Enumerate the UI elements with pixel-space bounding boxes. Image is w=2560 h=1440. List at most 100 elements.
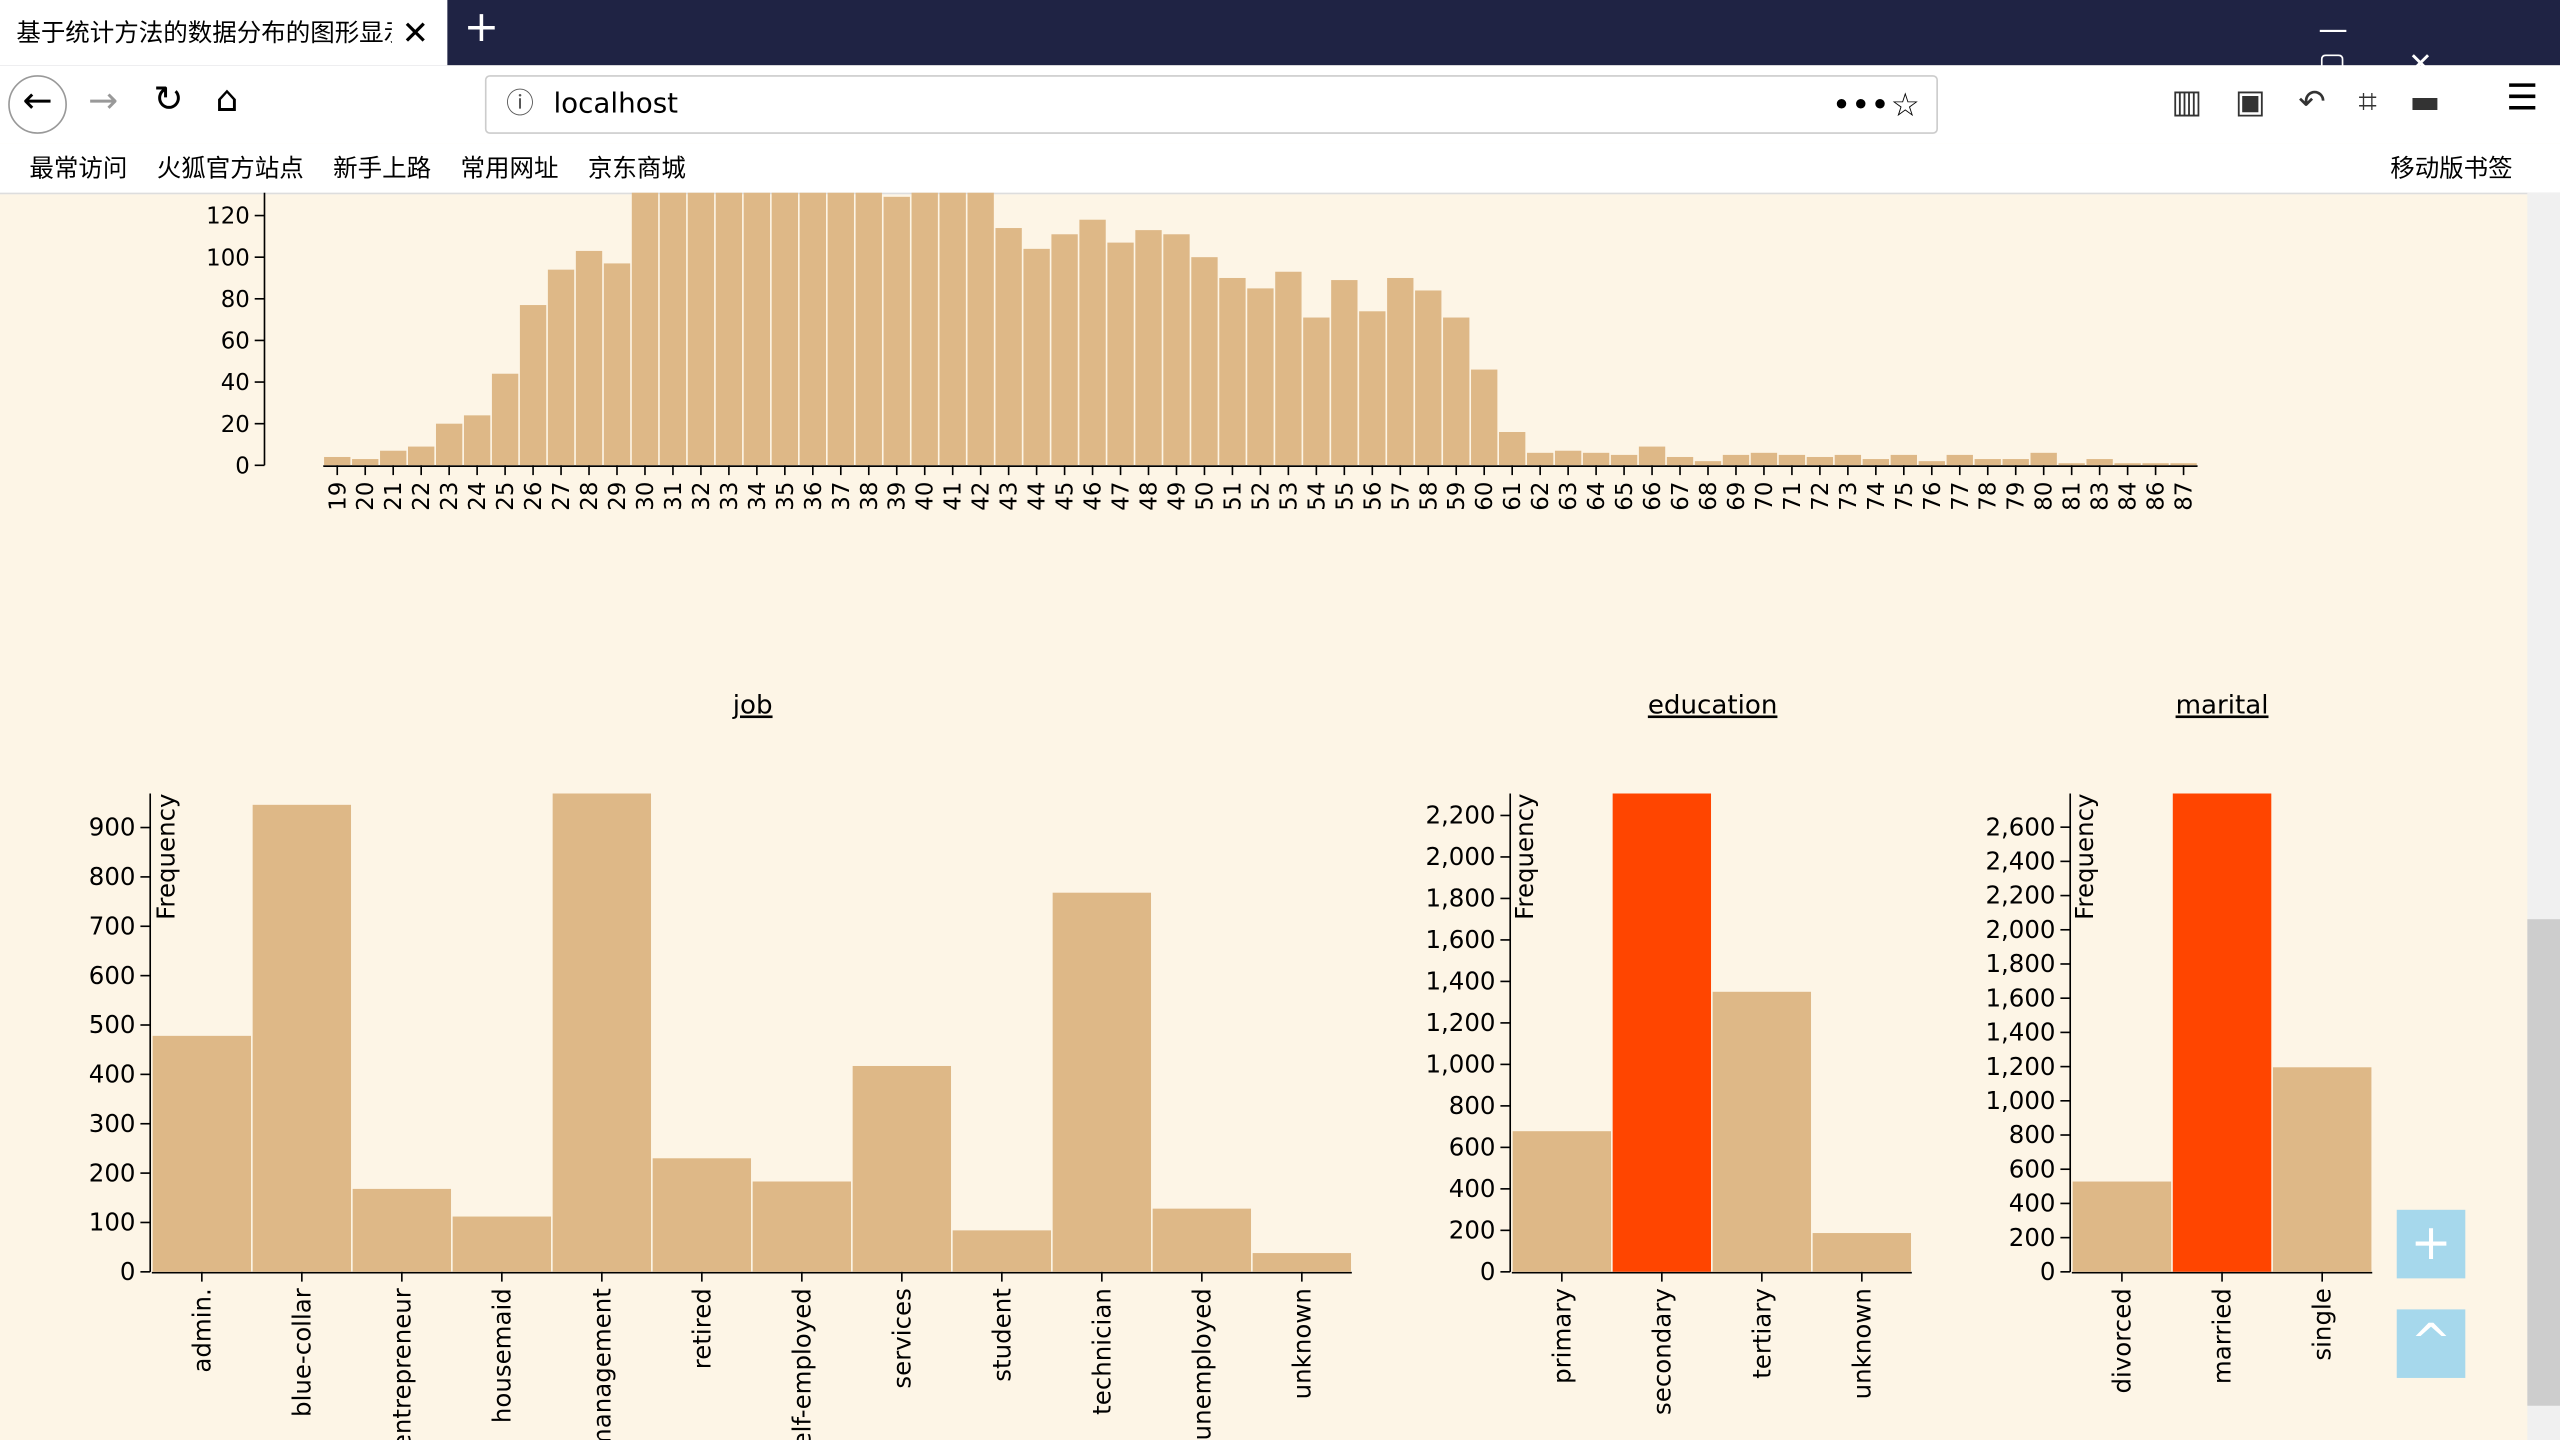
y-tick-label: 80	[221, 287, 250, 313]
bookmark[interactable]: 火狐官方站点	[156, 153, 304, 183]
bar-chart: education 0 200 400 600 800 1,000 1,200 1,400 1,6…	[1425, 690, 1912, 1415]
x-tick-label: 48	[1137, 482, 1163, 511]
y-axis-label: Frequency	[1510, 793, 1539, 919]
url-bar[interactable]: ⓘ localhost ••• ☆	[484, 75, 1938, 134]
x-tick-label: 36	[801, 482, 827, 511]
bar	[1612, 793, 1712, 1272]
y-tick-label: 600	[89, 961, 136, 990]
scroll-thumb[interactable]	[2527, 919, 2560, 1406]
bar	[939, 192, 966, 466]
y-tick-label: 120	[206, 204, 250, 230]
bar	[1331, 280, 1358, 466]
y-tick-label: 0	[2040, 1257, 2056, 1286]
menu-button[interactable]: ☰	[2506, 78, 2539, 120]
zoom-in-button[interactable]: +	[2396, 1209, 2466, 1279]
y-tick-label: 1,000	[1985, 1086, 2055, 1115]
x-tick-label: 50	[1192, 482, 1218, 511]
x-tick-label: 83	[2088, 482, 2114, 511]
x-tick-label: 19	[325, 482, 351, 511]
bar	[2058, 463, 2085, 466]
bar	[1219, 277, 1246, 466]
x-tick-label: unknown	[1287, 1288, 1316, 1399]
x-tick-label: 59	[1444, 482, 1470, 511]
back-button[interactable]: ←	[8, 75, 67, 134]
x-tick-label: 53	[1276, 482, 1302, 511]
x-tick-label: 69	[1724, 482, 1750, 511]
chart-title[interactable]: job	[732, 690, 773, 720]
toolbar-icons[interactable]: ▥▣↶⌗▬	[2171, 81, 2474, 121]
y-tick-label: 200	[1449, 1216, 1496, 1245]
y-axis-label: Frequency	[2070, 793, 2099, 919]
y-tick-label: 800	[1449, 1091, 1496, 1120]
home-button[interactable]: ⌂	[215, 80, 239, 121]
mobile-bookmarks[interactable]: 移动版书签	[2390, 153, 2513, 183]
bar	[1610, 454, 1638, 466]
bar	[952, 1230, 1052, 1272]
bar	[1387, 277, 1414, 466]
x-tick-label: secondary	[1647, 1288, 1676, 1415]
bar	[1834, 454, 1862, 466]
x-tick-label: 52	[1248, 482, 1274, 511]
bar	[631, 192, 659, 466]
y-tick-label: 600	[1449, 1133, 1496, 1162]
bar	[2172, 793, 2272, 1272]
x-tick-label: 57	[1388, 482, 1414, 511]
bar	[911, 192, 938, 466]
y-tick-label: 300	[89, 1109, 136, 1138]
chart-title[interactable]: education	[1648, 690, 1778, 720]
bar	[743, 192, 771, 466]
bar	[1512, 1131, 1612, 1272]
x-tick-label: retired	[687, 1288, 716, 1369]
bar	[252, 804, 352, 1272]
bookmark[interactable]: 常用网址	[460, 153, 559, 183]
close-tab[interactable]: ✕	[401, 13, 430, 53]
y-tick-label: 2,400	[1985, 847, 2055, 876]
bookmark[interactable]: 新手上路	[333, 153, 432, 183]
reload-button[interactable]: ↻	[153, 80, 184, 121]
x-tick-label: 41	[941, 482, 967, 511]
bar	[2114, 463, 2141, 466]
chart-title[interactable]: marital	[2176, 690, 2269, 720]
y-axis-label: Frequency	[152, 793, 181, 919]
new-tab[interactable]: +	[463, 3, 500, 53]
x-tick-label: 61	[1500, 482, 1526, 511]
bar	[852, 1065, 952, 1272]
back-to-top-button[interactable]: ^	[2396, 1309, 2466, 1378]
y-tick-label: 1,400	[1985, 1018, 2055, 1047]
bar	[352, 1188, 452, 1272]
forward-button[interactable]: →	[88, 81, 119, 123]
x-tick-label: 80	[2032, 482, 2058, 511]
bar	[603, 263, 631, 466]
bookmark[interactable]: 最常访问	[29, 153, 128, 183]
bar	[752, 1181, 852, 1272]
x-tick-label: 54	[1304, 482, 1330, 511]
scrollbar[interactable]	[2527, 192, 2560, 1440]
x-tick-label: 72	[1808, 482, 1834, 511]
bar	[352, 459, 379, 466]
tab[interactable]: 基于统计方法的数据分布的图形显示 ✕	[0, 0, 448, 66]
x-tick-label: 71	[1780, 482, 1806, 511]
y-tick-label: 200	[89, 1158, 136, 1187]
bar	[1554, 450, 1582, 466]
bar	[1974, 459, 2001, 466]
x-tick-label: 20	[353, 482, 379, 511]
x-tick-label: 47	[1109, 482, 1135, 511]
x-tick-label: 51	[1220, 482, 1246, 511]
x-tick-label: self-employed	[787, 1288, 816, 1440]
x-tick-label: 37	[829, 482, 855, 511]
x-tick-label: 23	[437, 482, 463, 511]
bar	[380, 450, 407, 466]
bar	[1471, 369, 1498, 466]
y-tick-label: 600	[2009, 1154, 2056, 1183]
x-tick-label: 31	[661, 482, 687, 511]
x-tick-label: 64	[1584, 482, 1610, 511]
x-tick-label: 86	[2144, 482, 2170, 511]
x-tick-label: married	[2208, 1288, 2237, 1384]
x-tick-label: 62	[1528, 482, 1554, 511]
x-tick-label: 56	[1360, 482, 1386, 511]
bar	[452, 1216, 552, 1272]
bookmark[interactable]: 京东商城	[587, 153, 686, 183]
bar	[1252, 1253, 1352, 1272]
